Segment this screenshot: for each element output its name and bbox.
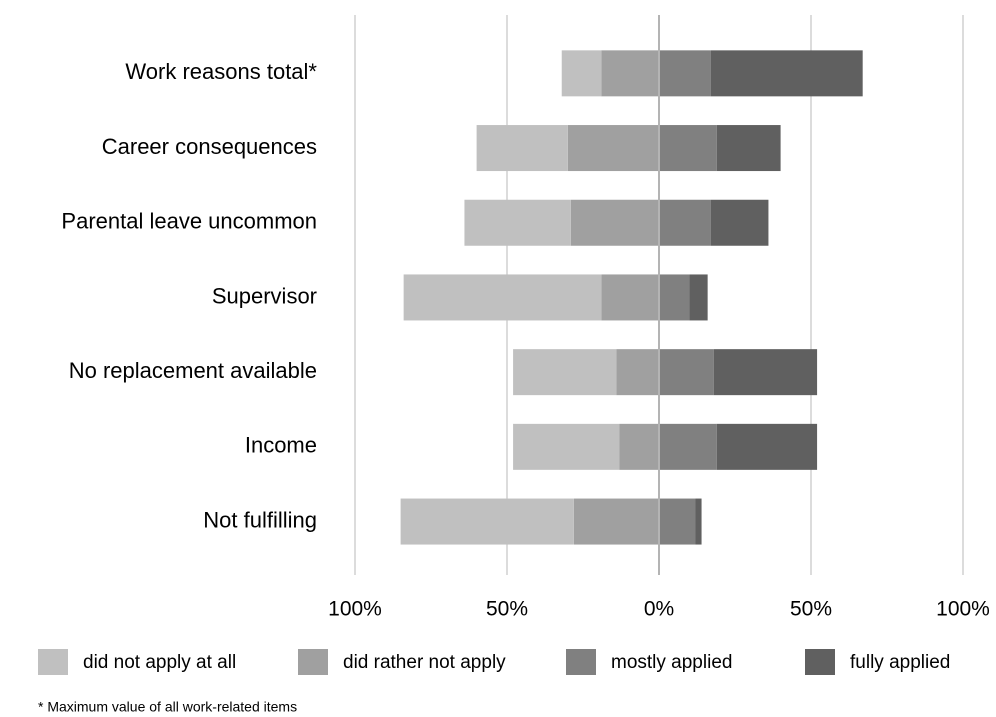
- legend-swatch: [38, 649, 68, 675]
- legend-label: did not apply at all: [83, 652, 236, 673]
- bar-segment: [400, 498, 574, 545]
- x-tick-label: 100%: [936, 598, 990, 621]
- bar-segment: [695, 498, 702, 545]
- bar-segment: [659, 199, 711, 246]
- footnote: * Maximum value of all work-related item…: [38, 699, 297, 715]
- x-tick-label: 0%: [644, 598, 674, 621]
- bar-segment: [659, 50, 711, 97]
- bar-segment: [716, 125, 781, 172]
- x-tick-label: 50%: [790, 598, 832, 621]
- bar-segment: [573, 498, 659, 545]
- y-tick-label: Work reasons total*: [125, 59, 317, 84]
- bar-segment: [601, 50, 659, 97]
- y-tick-label: Career consequences: [102, 134, 317, 159]
- bar-segment: [513, 423, 620, 470]
- y-tick-label: Not fulfilling: [203, 507, 317, 532]
- legend-label: did rather not apply: [343, 652, 506, 673]
- bar-segment: [659, 423, 717, 470]
- bar-segment: [689, 274, 708, 321]
- y-tick-label: No replacement available: [69, 358, 317, 383]
- bar-segment: [601, 274, 659, 321]
- bar-segment: [567, 125, 659, 172]
- x-tick-label: 50%: [486, 598, 528, 621]
- bar-segment: [713, 349, 818, 396]
- bar-segment: [710, 199, 769, 246]
- bar-segment: [464, 199, 571, 246]
- bar-segment: [710, 50, 863, 97]
- bar-segment: [616, 349, 659, 396]
- x-tick-label: 100%: [328, 598, 382, 621]
- bar-segment: [513, 349, 617, 396]
- y-tick-label: Supervisor: [212, 283, 317, 308]
- legend-label: fully applied: [850, 652, 950, 673]
- bar-segment: [659, 498, 696, 545]
- legend-label: mostly applied: [611, 652, 732, 673]
- y-tick-label: Income: [245, 433, 317, 458]
- legend-swatch: [566, 649, 596, 675]
- legend-swatch: [298, 649, 328, 675]
- bar-segment: [570, 199, 659, 246]
- y-tick-label: Parental leave uncommon: [61, 209, 317, 234]
- bar-segment: [476, 125, 568, 172]
- bar-segment: [659, 125, 717, 172]
- bar-segment: [659, 349, 714, 396]
- bar-segment: [561, 50, 602, 97]
- bar-segment: [659, 274, 690, 321]
- legend-swatch: [805, 649, 835, 675]
- bar-segment: [403, 274, 602, 321]
- bar-segment: [716, 423, 818, 470]
- bar-segment: [619, 423, 659, 470]
